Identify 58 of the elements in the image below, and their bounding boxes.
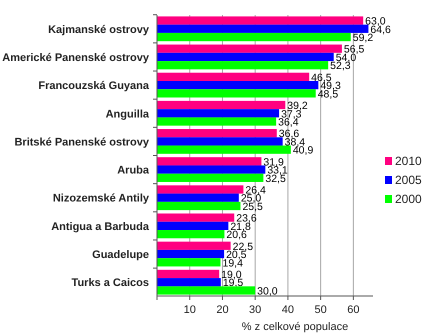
bar (157, 52, 334, 62)
x-tick-label: 40 (282, 304, 294, 316)
x-tick-label: 30 (249, 304, 262, 316)
x-tick-label: 10 (184, 304, 196, 316)
y-tick-label: Antigua a Barbuda (51, 220, 150, 233)
legend-label: 2010 (395, 154, 422, 168)
bar (157, 100, 286, 110)
bar (157, 194, 239, 202)
bar (157, 137, 283, 146)
data-label: 22,5 (232, 240, 254, 253)
y-tick-label: Guadelupe (92, 249, 149, 262)
y-tick-label: Aruba (117, 164, 150, 177)
y-tick-label: Britské Panenské ostrovy (14, 136, 150, 148)
y-tick-label: Kajmanské ostrovy (48, 24, 150, 36)
bar (157, 214, 234, 222)
bar (157, 242, 231, 250)
bar (157, 230, 224, 238)
bar (157, 80, 318, 90)
bar (157, 129, 277, 138)
bar (157, 174, 264, 182)
y-tick-label: Nizozemské Antily (52, 192, 150, 205)
data-label: 59,2 (352, 32, 374, 44)
bar (157, 286, 256, 295)
data-label: 19,5 (222, 277, 244, 290)
bar (157, 250, 224, 258)
bar (157, 16, 364, 25)
data-label: 52,3 (330, 60, 351, 72)
y-tick-label: Francouzská Guyana (38, 80, 150, 92)
x-tick-label: 20 (216, 304, 229, 316)
y-tick-label: Turks a Caicos (72, 277, 149, 290)
data-label: 30,0 (257, 285, 278, 298)
bar (157, 89, 316, 98)
bar (157, 44, 342, 53)
bar (157, 72, 310, 81)
bar (157, 109, 280, 118)
legend-label: 2005 (395, 173, 422, 187)
bar (157, 185, 244, 194)
y-tick-label: Americké Panenské ostrovy (2, 52, 150, 64)
bar (157, 146, 291, 154)
data-label: 20,6 (226, 229, 248, 242)
data-label: 40,9 (292, 144, 314, 157)
data-label: 36,4 (278, 116, 299, 129)
bar (157, 278, 221, 286)
y-tick-label: Anguilla (106, 108, 150, 120)
bar (157, 202, 240, 210)
bar (157, 61, 328, 70)
bar (157, 222, 228, 230)
bar (157, 117, 276, 126)
x-axis-title: % z celkové populace (242, 321, 348, 333)
x-tick-label: 60 (347, 304, 360, 316)
bar (157, 157, 262, 166)
bar (157, 258, 220, 266)
bar (157, 270, 220, 278)
bar (157, 165, 266, 174)
legend-label: 2000 (395, 192, 422, 206)
bar (157, 32, 351, 42)
bar (157, 24, 368, 33)
x-tick-label: 50 (314, 304, 327, 316)
